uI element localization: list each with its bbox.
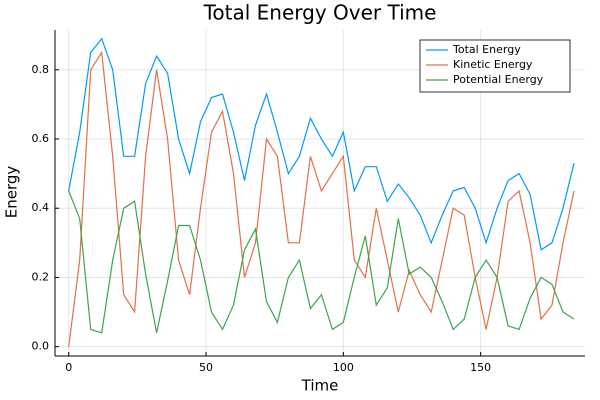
legend-box (419, 39, 571, 93)
x-tick-label: 0 (65, 361, 72, 374)
y-tick-label: 0.4 (32, 201, 50, 214)
series-line (68, 50, 575, 347)
x-tick-label: 50 (199, 361, 213, 374)
legend-label: Potential Energy (453, 73, 544, 86)
legend-label: Kinetic Energy (453, 58, 533, 71)
chart-title: Total Energy Over Time (203, 1, 437, 25)
series-line (68, 37, 575, 251)
x-tick-label: 100 (333, 361, 354, 374)
y-tick-label: 0.6 (32, 132, 50, 145)
y-tick-label: 0.0 (32, 340, 50, 353)
x-tick-label: 150 (470, 361, 491, 374)
y-tick-label: 0.2 (32, 270, 50, 283)
y-tick-label: 0.8 (32, 63, 50, 76)
y-axis-label: Energy (3, 166, 21, 219)
series-line (68, 190, 575, 334)
x-axis-label: Time (301, 377, 339, 395)
legend-label: Total Energy (452, 43, 521, 56)
